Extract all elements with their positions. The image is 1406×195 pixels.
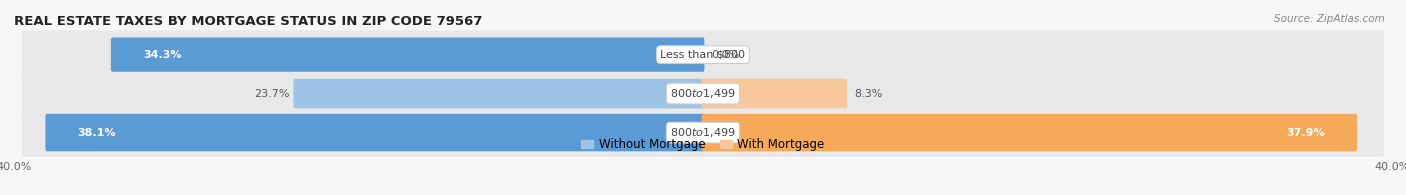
FancyBboxPatch shape	[702, 79, 848, 108]
Text: $800 to $1,499: $800 to $1,499	[671, 126, 735, 139]
Text: REAL ESTATE TAXES BY MORTGAGE STATUS IN ZIP CODE 79567: REAL ESTATE TAXES BY MORTGAGE STATUS IN …	[14, 15, 482, 28]
Text: 34.3%: 34.3%	[143, 50, 181, 60]
FancyBboxPatch shape	[22, 30, 1384, 79]
FancyBboxPatch shape	[111, 37, 704, 72]
Text: 23.7%: 23.7%	[254, 89, 290, 99]
Text: Source: ZipAtlas.com: Source: ZipAtlas.com	[1274, 14, 1385, 24]
FancyBboxPatch shape	[702, 114, 1357, 151]
FancyBboxPatch shape	[45, 114, 704, 151]
FancyBboxPatch shape	[22, 108, 1384, 157]
Text: Less than $800: Less than $800	[661, 50, 745, 60]
Text: 0.0%: 0.0%	[711, 50, 740, 60]
Text: 37.9%: 37.9%	[1286, 128, 1324, 138]
Text: 8.3%: 8.3%	[855, 89, 883, 99]
Legend: Without Mortgage, With Mortgage: Without Mortgage, With Mortgage	[576, 133, 830, 156]
Text: 38.1%: 38.1%	[77, 128, 117, 138]
FancyBboxPatch shape	[294, 79, 704, 108]
Text: $800 to $1,499: $800 to $1,499	[671, 87, 735, 100]
FancyBboxPatch shape	[22, 69, 1384, 118]
